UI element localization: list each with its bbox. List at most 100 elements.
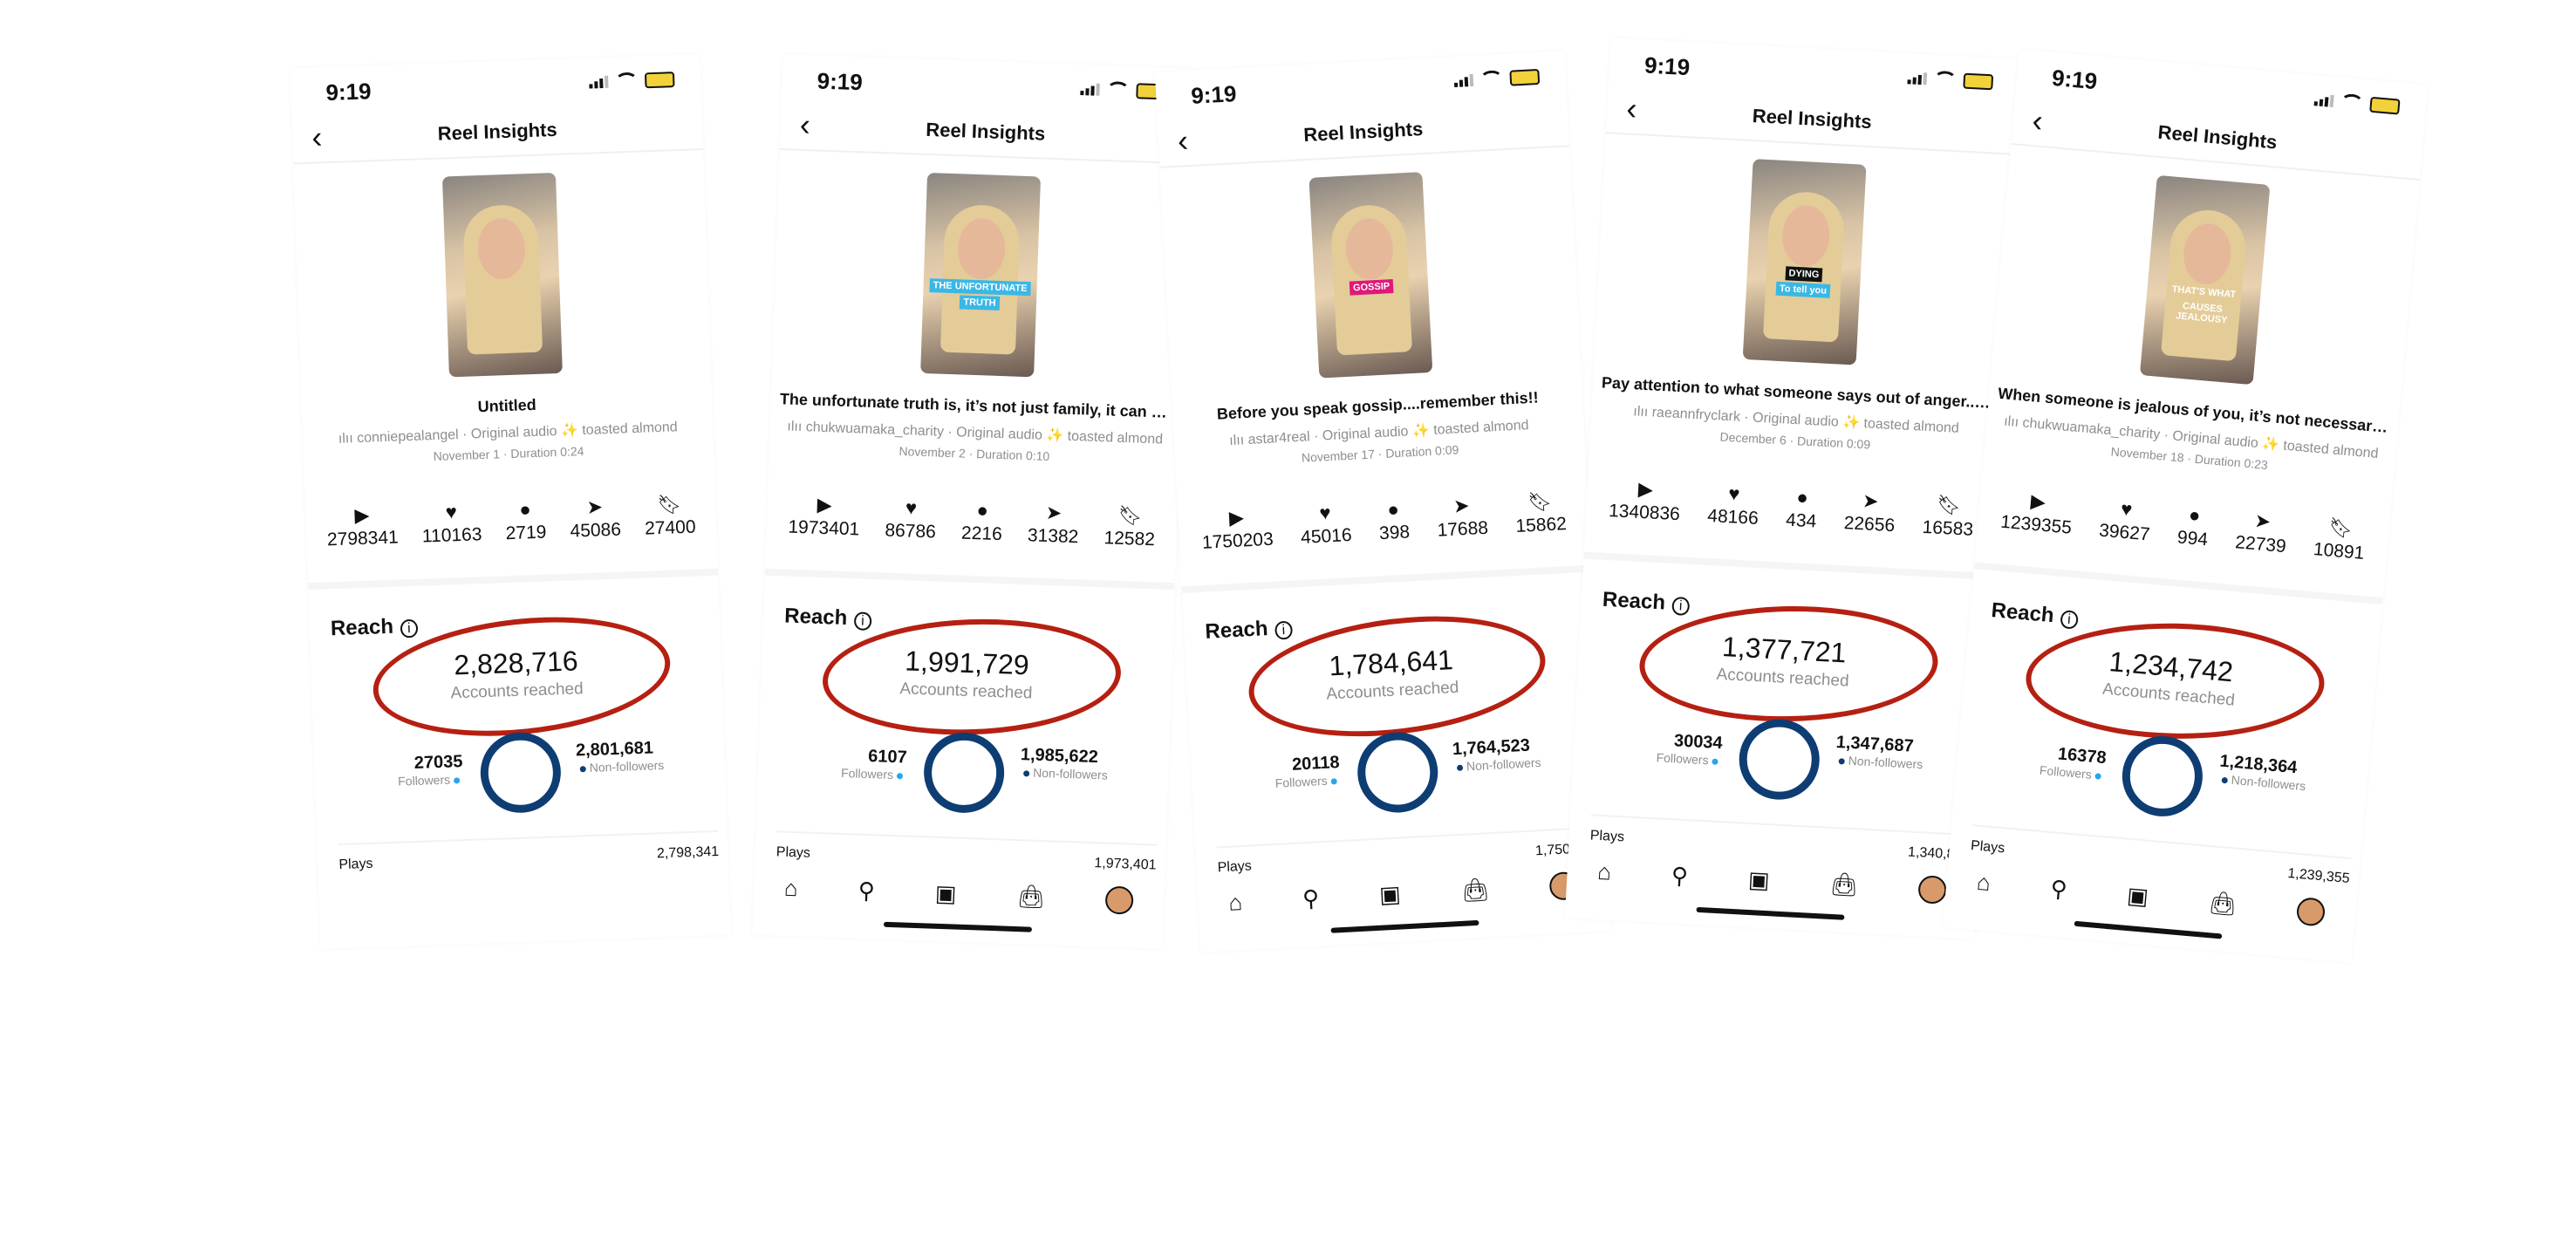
likes-count: 86786 bbox=[885, 520, 937, 543]
info-icon[interactable]: i bbox=[1274, 620, 1293, 640]
profile-avatar[interactable] bbox=[2296, 897, 2327, 927]
stat-comments: ● 398 bbox=[1377, 495, 1411, 544]
plays-row: Plays 1,340,836 bbox=[1589, 814, 1971, 864]
non-followers-label: Non-followers bbox=[1032, 765, 1109, 782]
heart-icon: ♥ bbox=[905, 496, 918, 519]
shop-icon[interactable]: 👜︎ bbox=[1016, 883, 1047, 911]
status-time: 9:19 bbox=[2050, 64, 2099, 95]
plays-row: Plays 2,798,341 bbox=[338, 830, 720, 874]
comments-count: 2719 bbox=[505, 522, 547, 544]
stat-shares: ➤ 31382 bbox=[1028, 499, 1080, 548]
reels-icon[interactable]: ▣ bbox=[2126, 881, 2150, 910]
page-title: Reel Insights bbox=[437, 118, 558, 145]
non-followers-label: Non-followers bbox=[589, 758, 665, 775]
search-icon[interactable]: ⚲ bbox=[1671, 862, 1689, 890]
status-time: 9:19 bbox=[1643, 51, 1691, 81]
play-icon: ▶ bbox=[354, 503, 370, 527]
wifi-icon bbox=[1933, 70, 1958, 90]
saves-count: 16583 bbox=[1922, 516, 1974, 540]
stat-comments: ● 2216 bbox=[961, 497, 1004, 546]
divider bbox=[1181, 564, 1592, 594]
reels-icon[interactable]: ▣ bbox=[1378, 880, 1402, 908]
thumbnail-caption-text: DYING bbox=[1785, 266, 1823, 283]
shares-count: 17688 bbox=[1437, 517, 1489, 541]
thumbnail-caption-text: GOSSIP bbox=[1349, 279, 1394, 296]
reel-thumbnail[interactable]: GOSSIP bbox=[1308, 172, 1433, 379]
info-icon[interactable]: i bbox=[400, 618, 418, 638]
followers-stat: 16378 Followers bbox=[2008, 741, 2107, 782]
stat-likes: ♥ 48166 bbox=[1707, 480, 1760, 529]
reels-icon[interactable]: ▣ bbox=[1747, 865, 1771, 894]
page-title: Reel Insights bbox=[2156, 120, 2279, 154]
shop-icon[interactable]: 👜︎ bbox=[1459, 876, 1491, 904]
saves-count: 12582 bbox=[1104, 528, 1156, 550]
home-icon[interactable]: ⌂ bbox=[1596, 857, 1612, 885]
search-icon[interactable]: ⚲ bbox=[2049, 875, 2068, 903]
shop-icon[interactable]: 👜︎ bbox=[1828, 870, 1860, 898]
reach-label: Reach bbox=[1990, 598, 2055, 628]
comments-count: 398 bbox=[1378, 522, 1411, 544]
status-icons bbox=[1080, 80, 1166, 100]
info-icon[interactable]: i bbox=[1671, 596, 1690, 616]
reach-heading: Reach i bbox=[1990, 598, 2079, 631]
info-icon[interactable]: i bbox=[2060, 610, 2079, 630]
stat-shares: ➤ 17688 bbox=[1435, 492, 1489, 542]
non-followers-stat: 1,985,622 Non-followers bbox=[1020, 745, 1169, 784]
shares-count: 22739 bbox=[2234, 532, 2287, 557]
divider bbox=[1973, 562, 2383, 605]
divider bbox=[293, 148, 704, 165]
comments-count: 994 bbox=[2176, 527, 2209, 550]
profile-avatar[interactable] bbox=[1917, 875, 1948, 905]
reach-heading: Reach i bbox=[784, 604, 872, 632]
thumbnail-text: THE UNFORTUNATE TRUTH bbox=[928, 277, 1032, 312]
reel-thumbnail[interactable]: THE UNFORTUNATE TRUTH bbox=[920, 172, 1042, 378]
info-icon[interactable]: i bbox=[853, 611, 872, 632]
shop-icon[interactable]: 👜︎ bbox=[2207, 889, 2239, 918]
status-icons bbox=[589, 71, 675, 91]
likes-count: 48166 bbox=[1706, 505, 1759, 529]
wifi-icon bbox=[1479, 70, 1504, 89]
home-icon[interactable]: ⌂ bbox=[1975, 868, 1992, 897]
reach-heading: Reach i bbox=[1602, 588, 1690, 617]
search-icon[interactable]: ⚲ bbox=[858, 877, 876, 905]
stat-saves: 🔖︎ 15862 bbox=[1513, 488, 1568, 537]
likes-count: 45016 bbox=[1300, 524, 1353, 548]
reel-thumbnail[interactable]: DYING To tell you bbox=[1742, 159, 1867, 365]
reach-label: Reach bbox=[1602, 587, 1666, 615]
stat-plays: ▶ 1239355 bbox=[1999, 486, 2074, 539]
plays-label: Plays bbox=[1217, 858, 1253, 876]
stat-likes: ♥ 86786 bbox=[885, 495, 937, 543]
likes-count: 39627 bbox=[2098, 520, 2151, 545]
signal-icon bbox=[1907, 72, 1928, 85]
audio-icon: ılıı bbox=[338, 431, 358, 447]
home-indicator bbox=[883, 921, 1033, 932]
reach-donut-chart bbox=[1737, 717, 1822, 802]
battery-icon bbox=[1963, 72, 1994, 91]
comments-count: 434 bbox=[1785, 509, 1817, 532]
reel-thumbnail[interactable] bbox=[441, 172, 563, 378]
heart-icon: ♥ bbox=[1727, 482, 1741, 505]
thumbnail-caption-text: THE UNFORTUNATE bbox=[929, 278, 1031, 297]
followers-dot-icon bbox=[896, 772, 904, 780]
stat-likes: ♥ 39627 bbox=[2098, 495, 2153, 546]
plays-label: Plays bbox=[1970, 838, 2005, 857]
reels-icon[interactable]: ▣ bbox=[934, 879, 957, 907]
reel-caption: Untitled bbox=[477, 395, 536, 416]
divider bbox=[308, 568, 719, 591]
saves-count: 27400 bbox=[644, 516, 696, 539]
home-icon[interactable]: ⌂ bbox=[1227, 889, 1243, 916]
reel-thumbnail[interactable]: THAT'S WHAT CAUSES JEALOUSY bbox=[2139, 174, 2271, 386]
profile-avatar[interactable] bbox=[1105, 885, 1135, 915]
home-icon[interactable]: ⌂ bbox=[783, 874, 799, 902]
search-icon[interactable]: ⚲ bbox=[1302, 884, 1320, 912]
plays-count: 1340836 bbox=[1608, 501, 1681, 525]
bookmark-icon: 🔖︎ bbox=[1527, 489, 1553, 514]
followers-stat: 20118 Followers bbox=[1243, 753, 1341, 792]
reel-insights-screen: 9:19 ‹ Reel Insights THE UNFORTUNATE TRUT… bbox=[752, 54, 1193, 949]
send-icon: ➤ bbox=[586, 495, 604, 518]
send-icon: ➤ bbox=[1045, 501, 1063, 524]
shares-count: 45086 bbox=[570, 519, 622, 542]
reel-caption: The unfortunate truth is, it’s not just … bbox=[779, 390, 1173, 422]
plays-label: Plays bbox=[338, 856, 373, 873]
followers-dot-icon bbox=[2094, 772, 2101, 780]
